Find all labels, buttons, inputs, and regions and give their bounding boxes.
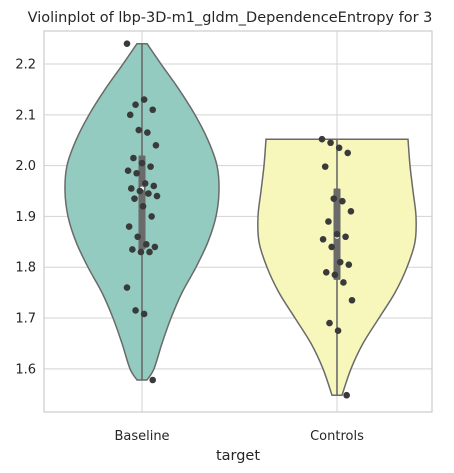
tick-labels: 1.6 1.7 1.8 1.9 2.0 2.1 2.2 Baseline Controls bbox=[15, 58, 364, 444]
data-point bbox=[131, 195, 138, 202]
y-tick-label: 2.0 bbox=[15, 159, 36, 174]
data-point bbox=[132, 101, 139, 108]
y-tick-label: 2.1 bbox=[15, 108, 36, 123]
data-point bbox=[135, 126, 143, 134]
data-point bbox=[330, 195, 338, 202]
data-point bbox=[152, 142, 160, 149]
data-point bbox=[342, 233, 349, 241]
data-point bbox=[321, 163, 329, 170]
data-point bbox=[138, 159, 146, 167]
data-point bbox=[147, 163, 154, 170]
data-point bbox=[141, 180, 149, 187]
chart-title: Violinplot of lbp-3D-m1_gldm_DependenceE… bbox=[28, 10, 433, 26]
data-point bbox=[129, 246, 136, 253]
data-point bbox=[328, 243, 335, 251]
data-point bbox=[326, 319, 333, 327]
data-point bbox=[151, 243, 159, 251]
data-point bbox=[319, 235, 327, 243]
y-tick-label: 2.2 bbox=[15, 58, 36, 73]
data-point bbox=[134, 233, 142, 241]
data-point bbox=[127, 185, 135, 192]
data-point bbox=[125, 223, 133, 230]
violins bbox=[64, 40, 417, 399]
data-point bbox=[331, 271, 339, 279]
data-point bbox=[149, 376, 157, 384]
data-point bbox=[124, 167, 132, 174]
y-tick-label: 1.9 bbox=[15, 210, 36, 225]
y-tick-label: 1.8 bbox=[15, 261, 36, 276]
data-point bbox=[325, 218, 332, 225]
data-point bbox=[145, 190, 152, 197]
data-point bbox=[343, 391, 350, 399]
data-point bbox=[136, 187, 144, 195]
data-point bbox=[148, 213, 155, 220]
data-point bbox=[140, 310, 148, 318]
data-point bbox=[340, 279, 347, 286]
data-point bbox=[132, 307, 139, 314]
x-tick-label: Controls bbox=[310, 429, 364, 444]
data-point bbox=[333, 230, 341, 238]
x-axis-label: target bbox=[216, 448, 260, 464]
data-point bbox=[344, 149, 352, 157]
x-tick-label: Baseline bbox=[114, 429, 169, 444]
data-point bbox=[153, 192, 161, 200]
data-point bbox=[322, 269, 330, 276]
y-tick-label: 1.7 bbox=[15, 312, 36, 327]
data-point bbox=[137, 248, 145, 256]
data-point bbox=[142, 241, 150, 248]
data-point bbox=[347, 208, 355, 215]
data-point bbox=[140, 96, 148, 103]
data-point bbox=[123, 40, 131, 47]
data-point bbox=[149, 106, 157, 114]
data-point bbox=[348, 296, 356, 304]
data-point bbox=[123, 284, 131, 291]
data-point bbox=[150, 182, 158, 190]
plot-frame bbox=[43, 30, 433, 413]
data-point bbox=[335, 144, 343, 152]
data-point bbox=[139, 202, 147, 210]
data-point bbox=[339, 197, 346, 205]
data-point bbox=[336, 258, 344, 266]
y-tick-label: 1.6 bbox=[15, 362, 36, 377]
iqr-box bbox=[138, 155, 146, 250]
data-point bbox=[146, 248, 153, 256]
data-point bbox=[327, 139, 334, 147]
data-point bbox=[334, 327, 342, 335]
data-point bbox=[130, 154, 137, 162]
data-point bbox=[318, 135, 326, 143]
data-point bbox=[126, 111, 134, 119]
data-point bbox=[345, 261, 353, 268]
data-point bbox=[144, 129, 151, 136]
data-point bbox=[133, 169, 140, 177]
